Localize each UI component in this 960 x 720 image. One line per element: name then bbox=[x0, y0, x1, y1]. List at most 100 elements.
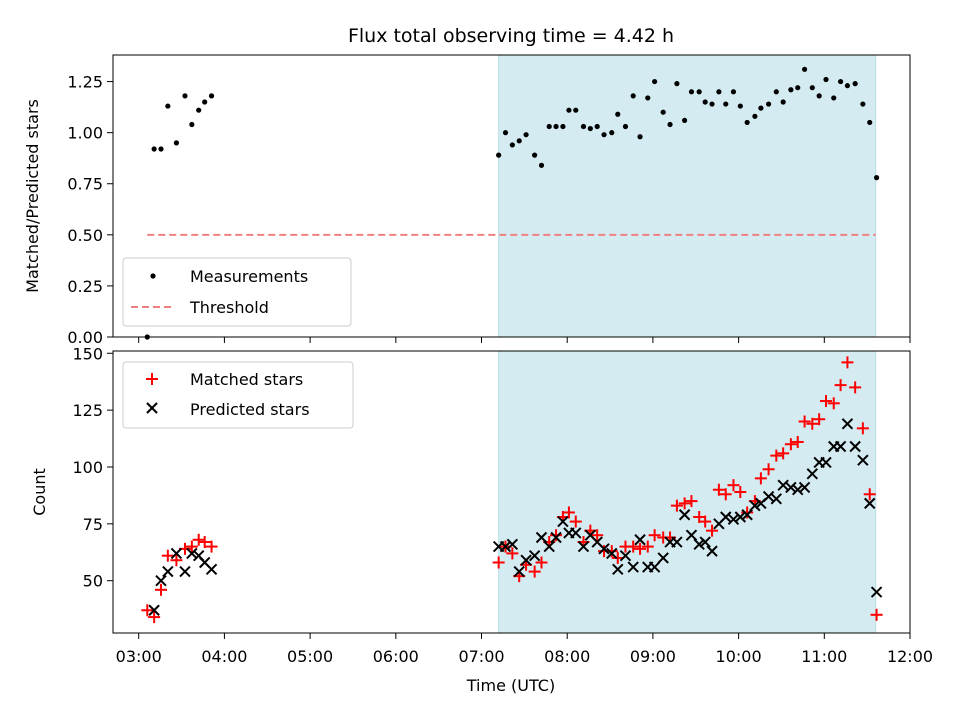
matched-point bbox=[627, 540, 640, 553]
matched-point bbox=[611, 551, 624, 564]
measurement-point bbox=[674, 81, 680, 87]
predicted-point bbox=[699, 536, 711, 548]
measurement-point bbox=[630, 93, 636, 99]
measurement-point bbox=[816, 93, 822, 99]
measurement-point bbox=[744, 119, 750, 126]
predicted-point bbox=[841, 418, 854, 430]
predicted-point bbox=[857, 454, 869, 466]
predicted-point bbox=[627, 561, 639, 573]
measurement-point bbox=[553, 123, 559, 130]
matched-point bbox=[849, 381, 862, 394]
measurement-point bbox=[645, 95, 651, 101]
time-x-axis: 03:00 04:00 05:00 06:00 07:00 08:00 09:00 10:00… bbox=[116, 633, 933, 666]
y-tick-label: 0.75 bbox=[67, 175, 103, 194]
y-tick-label: 125 bbox=[72, 401, 103, 420]
measurement-point bbox=[780, 99, 786, 105]
measurement-point bbox=[158, 146, 164, 152]
measurement-point bbox=[667, 121, 673, 128]
measurement-point bbox=[737, 103, 743, 109]
measurement-point bbox=[823, 76, 829, 83]
matched-point bbox=[863, 488, 876, 501]
predicted-point bbox=[148, 604, 160, 616]
matched-point bbox=[148, 611, 161, 624]
measurement-point bbox=[538, 162, 545, 168]
matched-point bbox=[706, 524, 719, 537]
matched-point bbox=[770, 449, 783, 462]
predicted-point bbox=[598, 543, 610, 555]
measurement-point bbox=[788, 87, 794, 93]
measurement-point bbox=[151, 146, 157, 152]
y-tick-label: 1.00 bbox=[67, 124, 103, 143]
ratio-legend: Measurements Threshold bbox=[122, 257, 352, 327]
predicted-point bbox=[179, 565, 191, 578]
x-tick-label: 08:00 bbox=[544, 647, 590, 666]
predicted-point bbox=[770, 493, 783, 505]
matched-point bbox=[712, 483, 725, 496]
predicted-point bbox=[741, 509, 753, 521]
predicted-point bbox=[577, 540, 590, 553]
measurement-point bbox=[573, 107, 579, 113]
matched-point bbox=[154, 583, 167, 596]
y-tick-label: 0.00 bbox=[67, 328, 103, 347]
matched-point bbox=[634, 542, 647, 555]
matched-point bbox=[791, 435, 804, 448]
measurement-point bbox=[173, 140, 180, 146]
matched-point bbox=[798, 415, 811, 428]
predicted-point bbox=[693, 538, 705, 551]
measurement-point bbox=[867, 119, 873, 126]
matched-point bbox=[535, 556, 548, 569]
predicted-point bbox=[499, 540, 512, 553]
matched-point bbox=[670, 499, 683, 512]
predicted-point bbox=[186, 547, 198, 560]
matched-point bbox=[820, 395, 833, 408]
measurement-point bbox=[873, 175, 880, 181]
measurement-point bbox=[580, 123, 587, 130]
matched-point bbox=[161, 549, 174, 562]
y-tick-label: 150 bbox=[72, 344, 103, 363]
measurement-point bbox=[601, 132, 607, 138]
matched-point bbox=[562, 506, 575, 519]
matched-stars-series bbox=[141, 356, 883, 624]
legend-measurements-marker bbox=[150, 273, 156, 279]
predicted-point bbox=[528, 549, 541, 562]
measurement-point bbox=[844, 83, 851, 89]
measurement-point bbox=[730, 89, 737, 95]
legend-predicted-label: Predicted stars bbox=[190, 400, 310, 419]
measurement-point bbox=[773, 89, 779, 95]
predicted-point bbox=[205, 563, 218, 576]
x-tick-label: 06:00 bbox=[373, 647, 419, 666]
measurement-point bbox=[496, 152, 502, 158]
x-axis-label: Time (UTC) bbox=[466, 676, 555, 695]
matched-point bbox=[719, 488, 732, 501]
matched-point bbox=[856, 422, 869, 435]
predicted-point bbox=[606, 547, 618, 560]
predicted-point bbox=[671, 536, 683, 548]
predicted-point bbox=[749, 499, 761, 512]
measurement-point bbox=[795, 85, 801, 91]
predicted-point bbox=[734, 511, 747, 523]
measurement-point bbox=[752, 113, 758, 119]
matched-point bbox=[605, 545, 618, 558]
measurement-point bbox=[609, 130, 615, 136]
measurement-point bbox=[765, 101, 772, 107]
measurement-point bbox=[560, 123, 566, 130]
legend-predicted-marker bbox=[146, 402, 158, 414]
measurement-point bbox=[723, 101, 729, 107]
predicted-point bbox=[634, 534, 646, 546]
predicted-point bbox=[535, 531, 548, 544]
matched-point bbox=[762, 463, 775, 476]
measurement-point bbox=[202, 99, 208, 105]
predicted-point bbox=[612, 563, 624, 576]
predicted-point bbox=[520, 554, 532, 566]
matched-point bbox=[648, 529, 661, 542]
predicted-point bbox=[864, 497, 876, 510]
measurement-point bbox=[637, 134, 643, 140]
measurement-point bbox=[208, 93, 215, 99]
chart-title: Flux total observing time = 4.42 h bbox=[348, 25, 674, 47]
matched-point bbox=[492, 556, 505, 569]
predicted-point bbox=[785, 481, 797, 494]
ratio-panel: 0.00 0.25 0.50 0.75 1.00 1.25 Matched/Predict… bbox=[23, 54, 911, 347]
ratio-x-ticks bbox=[138, 337, 911, 343]
predicted-point bbox=[513, 565, 525, 578]
